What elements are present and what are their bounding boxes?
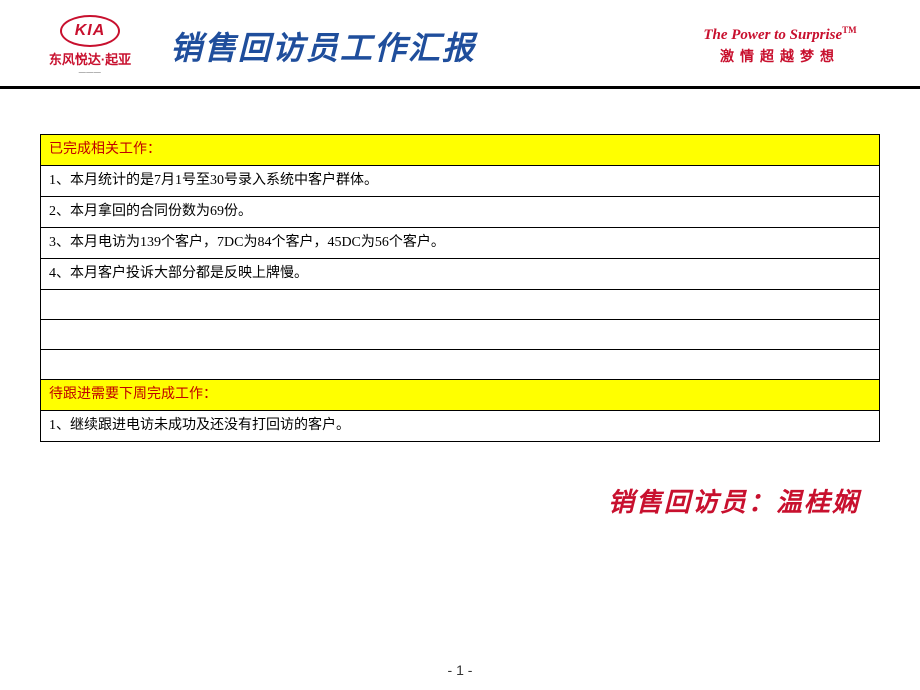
kia-brand-en: KIA (75, 22, 106, 40)
section2-header: 待跟进需要下周完成工作： (41, 380, 879, 411)
page-number: - 1 - (0, 662, 920, 678)
slogan-cn: 激情超越梦想 (670, 46, 890, 66)
kia-oval-icon: KIA (60, 15, 120, 47)
table-row: 2、本月拿回的合同份数为69份。 (41, 197, 879, 228)
header-divider (0, 86, 920, 89)
table-row: 1、继续跟进电访未成功及还没有打回访的客户。 (41, 411, 879, 441)
kia-subline: ——— (30, 68, 150, 76)
kia-logo-left: KIA 东风悦达·起亚 ——— (30, 15, 150, 76)
kia-brand-cn: 东风悦达·起亚 (30, 49, 150, 68)
tm-mark: TM (842, 25, 857, 35)
page-title: 销售回访员工作汇报 (150, 23, 670, 69)
slogan-en: The Power to SurpriseTM (670, 25, 890, 44)
slogan-block: The Power to SurpriseTM 激情超越梦想 (670, 25, 890, 66)
work-report-table: 已完成相关工作： 1、本月统计的是7月1号至30号录入系统中客户群体。 2、本月… (40, 134, 880, 442)
table-row-empty (41, 350, 879, 380)
table-row-empty (41, 320, 879, 350)
table-row: 1、本月统计的是7月1号至30号录入系统中客户群体。 (41, 166, 879, 197)
section1-header: 已完成相关工作： (41, 135, 879, 166)
signature: 销售回访员：温桂娴 (0, 442, 920, 519)
header: KIA 东风悦达·起亚 ——— 销售回访员工作汇报 The Power to S… (0, 0, 920, 86)
table-row: 4、本月客户投诉大部分都是反映上牌慢。 (41, 259, 879, 290)
table-row: 3、本月电访为139个客户，7DC为84个客户，45DC为56个客户。 (41, 228, 879, 259)
table-row-empty (41, 290, 879, 320)
